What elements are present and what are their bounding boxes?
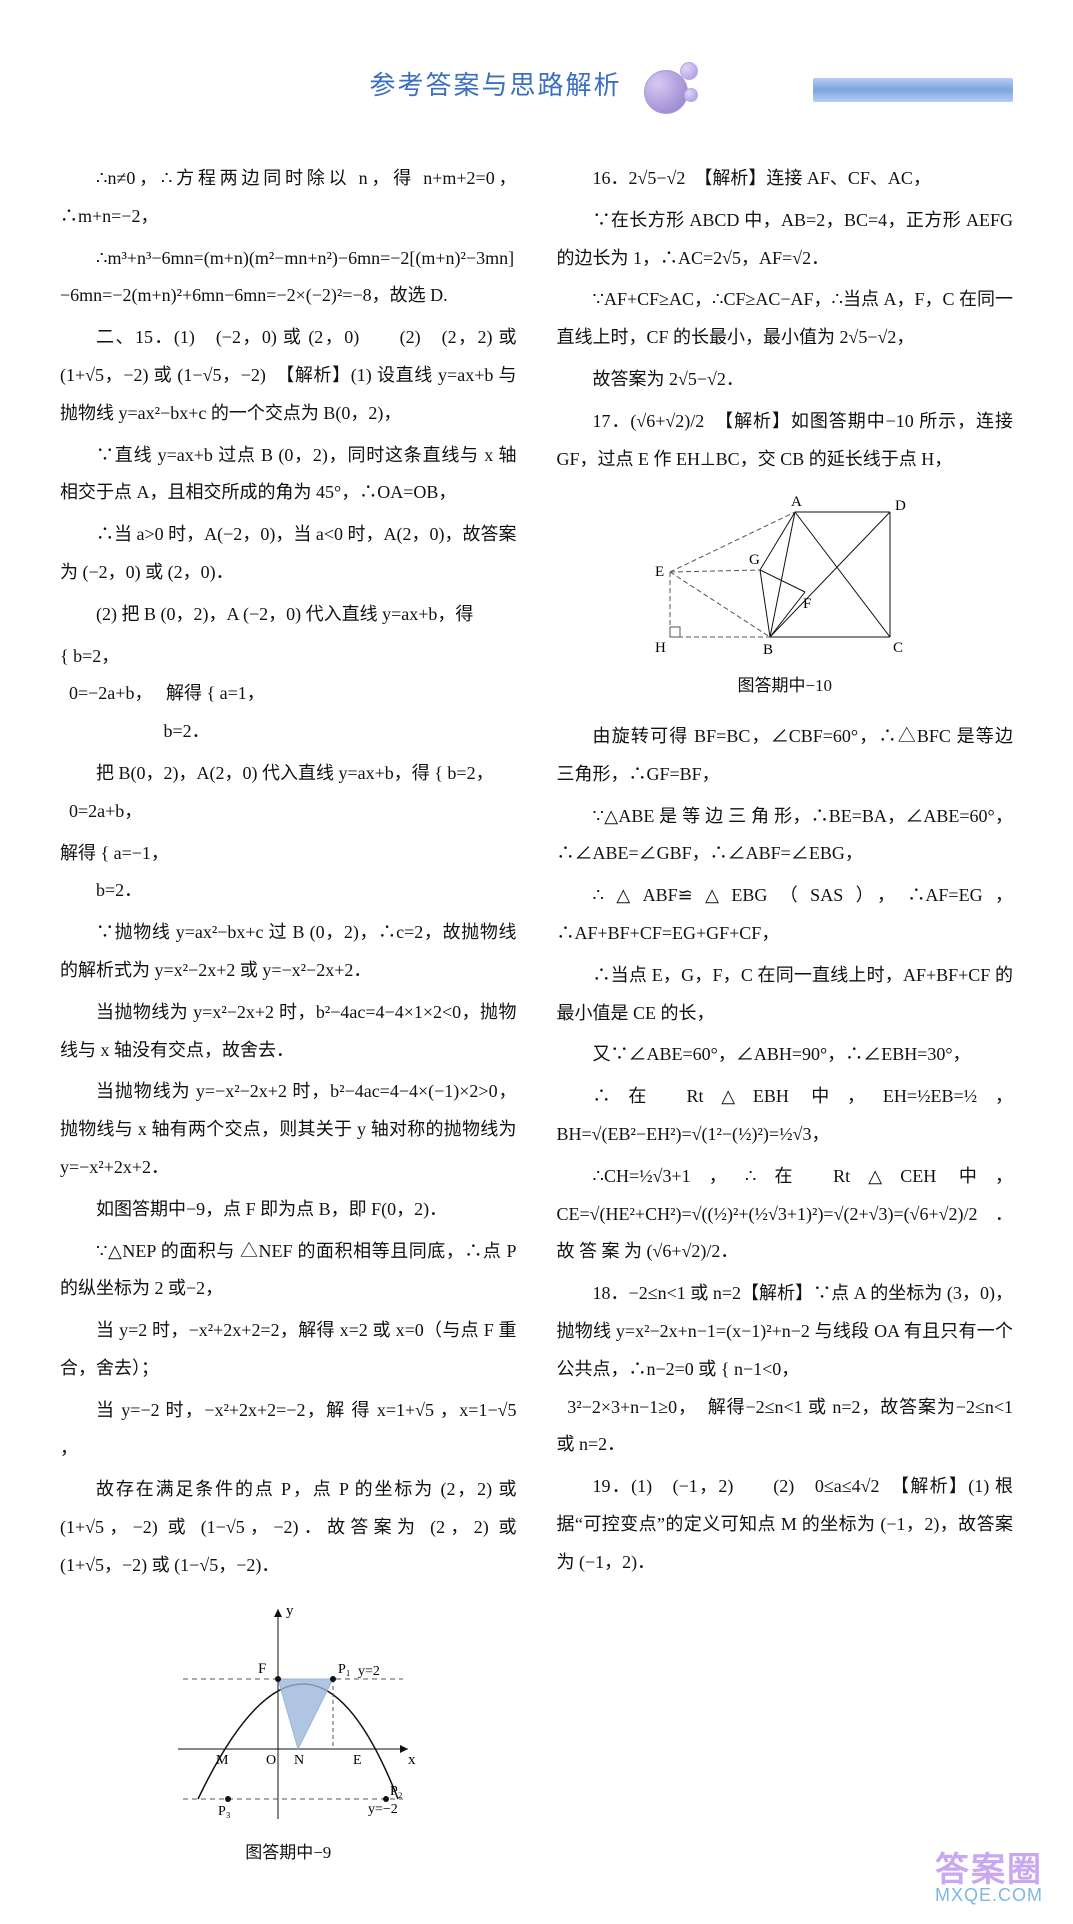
B-label: B	[763, 642, 773, 658]
G-label: G	[749, 552, 760, 568]
x-axis-label: x	[408, 1752, 416, 1768]
watermark: 答案圈 MXQE.COM	[935, 1842, 1043, 1906]
equation-block: 解得 { a=−1， b=2．	[60, 835, 517, 911]
text-line: ∴△ABF≌△EBG（SAS），∴AF=EG，∴AF+BF+CF=EG+GF+C…	[557, 877, 1014, 953]
equation-block: { b=2， 0=−2a+b， 解得 { a=1， b=2．	[60, 638, 517, 751]
content-columns: ∴n≠0，∴方程两边同时除以 n，得 n+m+2=0，∴m+n=−2， ∴m³+…	[60, 160, 1013, 1884]
H-label: H	[655, 640, 666, 656]
text-line: ∵在长方形 ABCD 中，AB=2，BC=4，正方形 AEFG 的边长为 1，∴…	[557, 202, 1014, 278]
C-label: C	[893, 640, 903, 656]
figure-10-svg: A D E G F H B C	[655, 492, 915, 662]
text-line: (2) 把 B (0，2)，A (−2，0) 代入直线 y=ax+b，得	[60, 596, 517, 634]
P3-label: P₃	[218, 1804, 231, 1819]
text-line: ∵△ABE 是 等 边 三 角 形，∴BE=BA，∠ABE=60°，∴∠ABE=…	[557, 798, 1014, 874]
text-line: ∵△NEP 的面积与 △NEF 的面积相等且同底，∴点 P 的纵坐标为 2 或−…	[60, 1233, 517, 1309]
text-line: ∴在 Rt△EBH 中，EH=½EB=½，BH=√(EB²−EH²)=√(1²−…	[557, 1078, 1014, 1154]
text-line: 18．−2≤n<1 或 n=2【解析】∵点 A 的坐标为 (3，0)，抛物线 y…	[557, 1275, 1014, 1464]
text-line: 当 y=−2 时，−x²+2x+2=−2，解 得 x=1+√5 ，x=1−√5 …	[60, 1392, 517, 1468]
text-line: 19．(1) (−1，2) (2) 0≤a≤4√2 【解析】(1) 根据“可控变…	[557, 1468, 1014, 1581]
O-label: O	[266, 1753, 276, 1768]
text-line: 由旋转可得 BF=BC，∠CBF=60°，∴△BFC 是等边三角形，∴GF=BF…	[557, 718, 1014, 794]
P1-label: P₁	[338, 1662, 351, 1677]
text-line: 二、15．(1) (−2，0) 或 (2，0) (2) (2，2) 或 (1+√…	[60, 319, 517, 432]
bubble-icon	[634, 60, 704, 120]
text-line: ∵AF+CF≥AC，∴CF≥AC−AF，∴当点 A，F，C 在同一直线上时，CF…	[557, 281, 1014, 357]
text-line: 如图答期中−9，点 F 即为点 B，即 F(0，2)．	[60, 1191, 517, 1229]
right-column: 16．2√5−√2 【解析】连接 AF、CF、AC， ∵在长方形 ABCD 中，…	[557, 160, 1014, 1884]
page-header: 参考答案与思路解析	[60, 60, 1013, 130]
N-label: N	[294, 1753, 304, 1768]
header-right-bar	[813, 78, 1013, 102]
text-line: 当 y=2 时，−x²+2x+2=2，解得 x=2 或 x=0（与点 F 重合，…	[60, 1312, 517, 1388]
figure-9-svg: x y y=2 y=−2 F	[158, 1599, 418, 1829]
text-line: ∵抛物线 y=ax²−bx+c 过 B (0，2)，∴c=2，故抛物线的解析式为…	[60, 914, 517, 990]
text-line: ∴当点 E，G，F，C 在同一直线上时，AF+BF+CF 的最小值是 CE 的长…	[557, 957, 1014, 1033]
text-line: 当抛物线为 y=−x²−2x+2 时，b²−4ac=4−4×(−1)×2>0，抛…	[60, 1073, 517, 1186]
watermark-line1: 答案圈	[935, 1842, 1043, 1891]
text-line: ∴m³+n³−6mn=(m+n)(m²−mn+n²)−6mn=−2[(m+n)²…	[60, 240, 517, 316]
figure-9: x y y=2 y=−2 F	[60, 1599, 517, 1871]
E-label: E	[353, 1753, 362, 1768]
yneg2-label: y=−2	[368, 1802, 398, 1817]
left-column: ∴n≠0，∴方程两边同时除以 n，得 n+m+2=0，∴m+n=−2， ∴m³+…	[60, 160, 517, 1884]
text-line: 把 B(0，2)，A(2，0) 代入直线 y=ax+b，得 { b=2， 0=2…	[60, 755, 517, 831]
text-line: 又∵∠ABE=60°，∠ABH=90°，∴∠EBH=30°，	[557, 1036, 1014, 1074]
F-label: F	[258, 1661, 266, 1677]
text-line: ∵直线 y=ax+b 过点 B (0，2)，同时这条直线与 x 轴相交于点 A，…	[60, 437, 517, 513]
figure-9-caption: 图答期中−9	[60, 1835, 517, 1871]
page: 参考答案与思路解析 ∴n≠0，∴方程两边同时除以 n，得 n+m+2=0，∴m+…	[0, 0, 1073, 1924]
header-title: 参考答案与思路解析	[369, 65, 621, 102]
A-label: A	[791, 494, 802, 510]
M-label: M	[216, 1753, 229, 1768]
text-line: 故答案为 2√5−√2．	[557, 361, 1014, 399]
y-axis-label: y	[286, 1603, 294, 1619]
E-label: E	[655, 564, 664, 580]
text-line: 故存在满足条件的点 P，点 P 的坐标为 (2，2) 或 (1+√5，−2) 或…	[60, 1471, 517, 1584]
text-line: ∴CH=½√3+1，∴在 Rt△CEH 中，CE=√(HE²+CH²)=√((½…	[557, 1158, 1014, 1271]
text-line: 16．2√5−√2 【解析】连接 AF、CF、AC，	[557, 160, 1014, 198]
text-line: 当抛物线为 y=x²−2x+2 时，b²−4ac=4−4×1×2<0，抛物线与 …	[60, 994, 517, 1070]
text-line: 17．(√6+√2)/2 【解析】如图答期中−10 所示，连接 GF，过点 E …	[557, 403, 1014, 479]
D-label: D	[895, 498, 906, 514]
watermark-line2: MXQE.COM	[935, 1885, 1043, 1906]
P2-label: P₂	[390, 1784, 403, 1799]
text-line: ∴当 a>0 时，A(−2，0)，当 a<0 时，A(2，0)，故答案为 (−2…	[60, 516, 517, 592]
y2-label: y=2	[358, 1664, 380, 1679]
figure-10-caption: 图答期中−10	[557, 668, 1014, 704]
figure-10: A D E G F H B C 图答期中−10	[557, 492, 1014, 704]
text-line: ∴n≠0，∴方程两边同时除以 n，得 n+m+2=0，∴m+n=−2，	[60, 160, 517, 236]
F-label: F	[803, 596, 811, 612]
